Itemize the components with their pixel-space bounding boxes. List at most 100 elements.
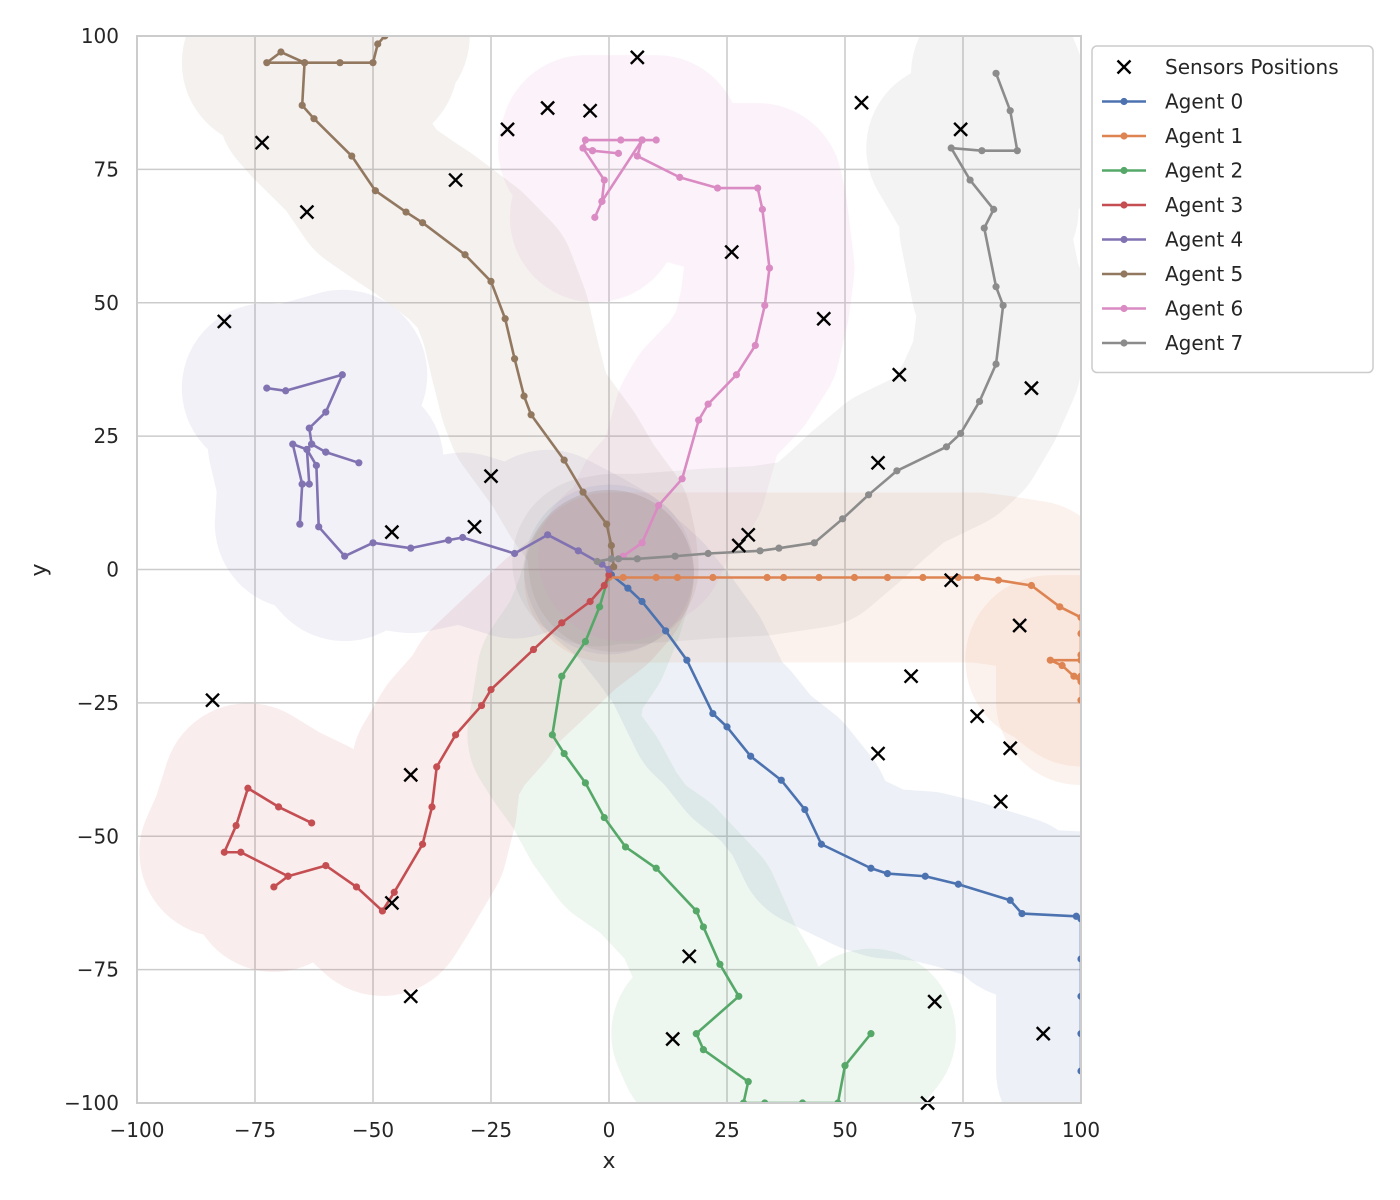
data-point — [312, 461, 320, 470]
data-point — [579, 488, 587, 496]
data-point — [751, 341, 759, 350]
data-point — [732, 371, 741, 379]
data-point — [990, 205, 998, 213]
coverage-areas — [139, 36, 1081, 1103]
x-tick-label: −50 — [352, 1118, 394, 1142]
data-point — [1070, 672, 1078, 680]
data-point — [355, 459, 363, 467]
data-point — [581, 136, 590, 144]
data-point — [289, 440, 297, 448]
sensor-marker — [467, 519, 482, 535]
data-point — [735, 992, 743, 1000]
data-point — [980, 224, 988, 232]
sensor-marker — [903, 668, 919, 684]
sensor-marker — [629, 49, 645, 65]
data-point — [1006, 107, 1014, 115]
data-point — [817, 840, 826, 848]
data-point — [581, 779, 590, 787]
data-point — [586, 597, 594, 606]
data-point — [994, 576, 1003, 584]
data-point — [322, 408, 330, 416]
legend-marker — [1120, 201, 1128, 209]
x-tick-label: −25 — [470, 1118, 512, 1142]
data-point — [308, 440, 316, 448]
data-point — [298, 101, 306, 109]
data-point — [957, 429, 965, 438]
data-point — [607, 555, 615, 563]
data-point — [761, 301, 769, 310]
data-point — [374, 40, 382, 48]
data-point — [544, 531, 552, 539]
data-point — [402, 208, 410, 216]
data-point — [747, 752, 755, 760]
data-point — [237, 848, 245, 856]
data-point — [841, 1062, 849, 1070]
data-point — [966, 176, 974, 184]
data-point — [716, 960, 724, 968]
sensor-marker — [1012, 618, 1027, 633]
series-agent-4 — [263, 371, 613, 574]
data-point — [600, 813, 608, 822]
data-point — [232, 821, 240, 830]
sensor-marker — [1024, 380, 1039, 396]
data-point — [296, 520, 304, 528]
data-point — [619, 573, 627, 582]
sensor-marker — [254, 135, 270, 151]
data-point — [310, 115, 318, 123]
data-point — [692, 1030, 700, 1038]
data-point — [673, 573, 682, 582]
data-point — [595, 603, 604, 611]
data-point — [893, 467, 901, 475]
data-point — [501, 315, 509, 323]
y-tick-label: 0 — [106, 558, 119, 582]
data-point — [461, 251, 469, 259]
data-point — [277, 48, 285, 56]
data-point — [433, 763, 441, 771]
y-tick-label: 25 — [94, 424, 119, 448]
data-point — [303, 445, 311, 454]
data-point — [992, 69, 1000, 77]
data-point — [678, 475, 686, 483]
sensor-marker — [500, 122, 515, 137]
sensor-marker — [969, 708, 985, 724]
data-point — [775, 544, 783, 552]
data-point — [315, 523, 323, 531]
data-point — [418, 840, 427, 848]
y-tick-label: 50 — [94, 291, 119, 315]
data-point — [704, 549, 712, 558]
data-point — [459, 533, 467, 542]
data-point — [654, 501, 663, 510]
data-point — [579, 144, 587, 152]
sensor-marker — [993, 794, 1009, 809]
series-agent-1-tail — [1046, 656, 1081, 686]
legend-label: Agent 5 — [1165, 262, 1243, 286]
data-point — [676, 173, 684, 181]
sensor-marker — [1002, 740, 1018, 756]
legend-label: Agent 7 — [1165, 331, 1243, 355]
legend-marker — [1120, 270, 1128, 278]
data-point — [652, 136, 660, 144]
data-point — [1027, 581, 1036, 590]
data-point — [883, 573, 892, 582]
data-point — [352, 883, 361, 891]
data-point — [298, 480, 306, 488]
data-point — [487, 685, 495, 694]
legend-marker — [1120, 97, 1128, 106]
data-point — [270, 883, 278, 891]
data-point — [300, 59, 309, 67]
data-point — [754, 184, 762, 192]
data-point — [1006, 896, 1014, 904]
data-point — [560, 749, 568, 758]
data-point — [369, 59, 377, 67]
legend: Sensors Positions Agent 0 Agent 1 Agent 2 Ag… — [1091, 45, 1374, 374]
data-point — [713, 184, 722, 192]
data-point — [600, 176, 608, 184]
legend-label: Agent 1 — [1165, 124, 1243, 148]
data-point — [322, 448, 330, 456]
sensor-marker — [205, 692, 220, 708]
data-point — [428, 803, 436, 811]
data-point — [1056, 603, 1064, 611]
y-tick-label: −75 — [77, 958, 119, 982]
data-point — [558, 619, 566, 627]
